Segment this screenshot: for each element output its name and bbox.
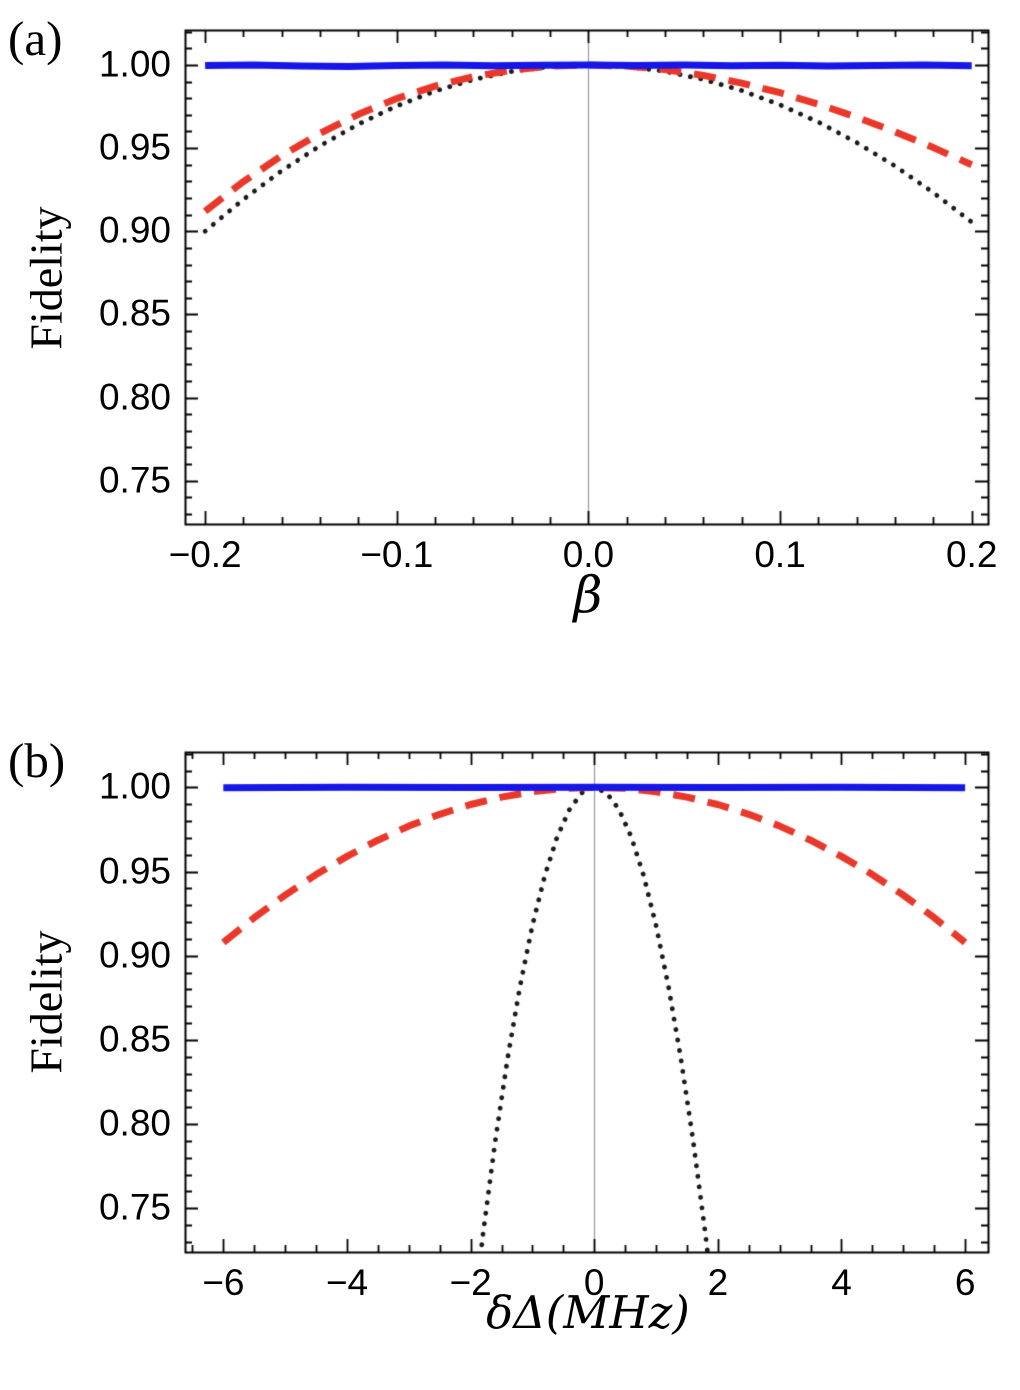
x-tick-label: 6 (954, 1262, 976, 1303)
y-tick-label: 0.85 (98, 1018, 171, 1060)
y-tick-label: 0.90 (98, 934, 171, 976)
y-tick-label: 0.95 (98, 126, 171, 168)
x-tick-label: −6 (202, 1262, 245, 1303)
x-tick-label: −0.1 (360, 534, 434, 575)
x-tick-label: 2 (707, 1262, 729, 1303)
y-tick-label: 0.90 (98, 209, 171, 251)
y-tick-label: 1.00 (98, 43, 171, 85)
x-axis-label-b: δΔ(MHz) (486, 1286, 690, 1339)
x-tick-label: 0.2 (945, 534, 998, 575)
x-tick-label: 0.1 (754, 534, 806, 575)
y-tick-label: 0.80 (98, 1102, 171, 1144)
panel-label-b: (b) (8, 733, 66, 788)
x-axis-label-a: β (573, 566, 603, 624)
y-axis-label-b: Fidelity (20, 930, 72, 1074)
y-tick-label: 1.00 (98, 766, 171, 807)
x-tick-label: −2 (449, 1262, 492, 1303)
y-tick-label: 0.80 (98, 376, 171, 418)
y-tick-label: 0.75 (98, 459, 171, 501)
x-tick-label: 4 (831, 1262, 852, 1303)
y-tick-label: 0.75 (98, 1186, 171, 1228)
x-tick-label: −4 (325, 1262, 369, 1303)
x-tick-label: −0.2 (168, 534, 242, 575)
y-tick-label: 0.85 (98, 293, 171, 335)
y-tick-label: 0.95 (98, 850, 171, 892)
x-tick-label: 0.0 (562, 534, 615, 575)
panel-label-a: (a) (8, 11, 63, 66)
y-axis-label-a: Fidelity (20, 206, 72, 350)
x-tick-label: 0 (583, 1262, 605, 1303)
